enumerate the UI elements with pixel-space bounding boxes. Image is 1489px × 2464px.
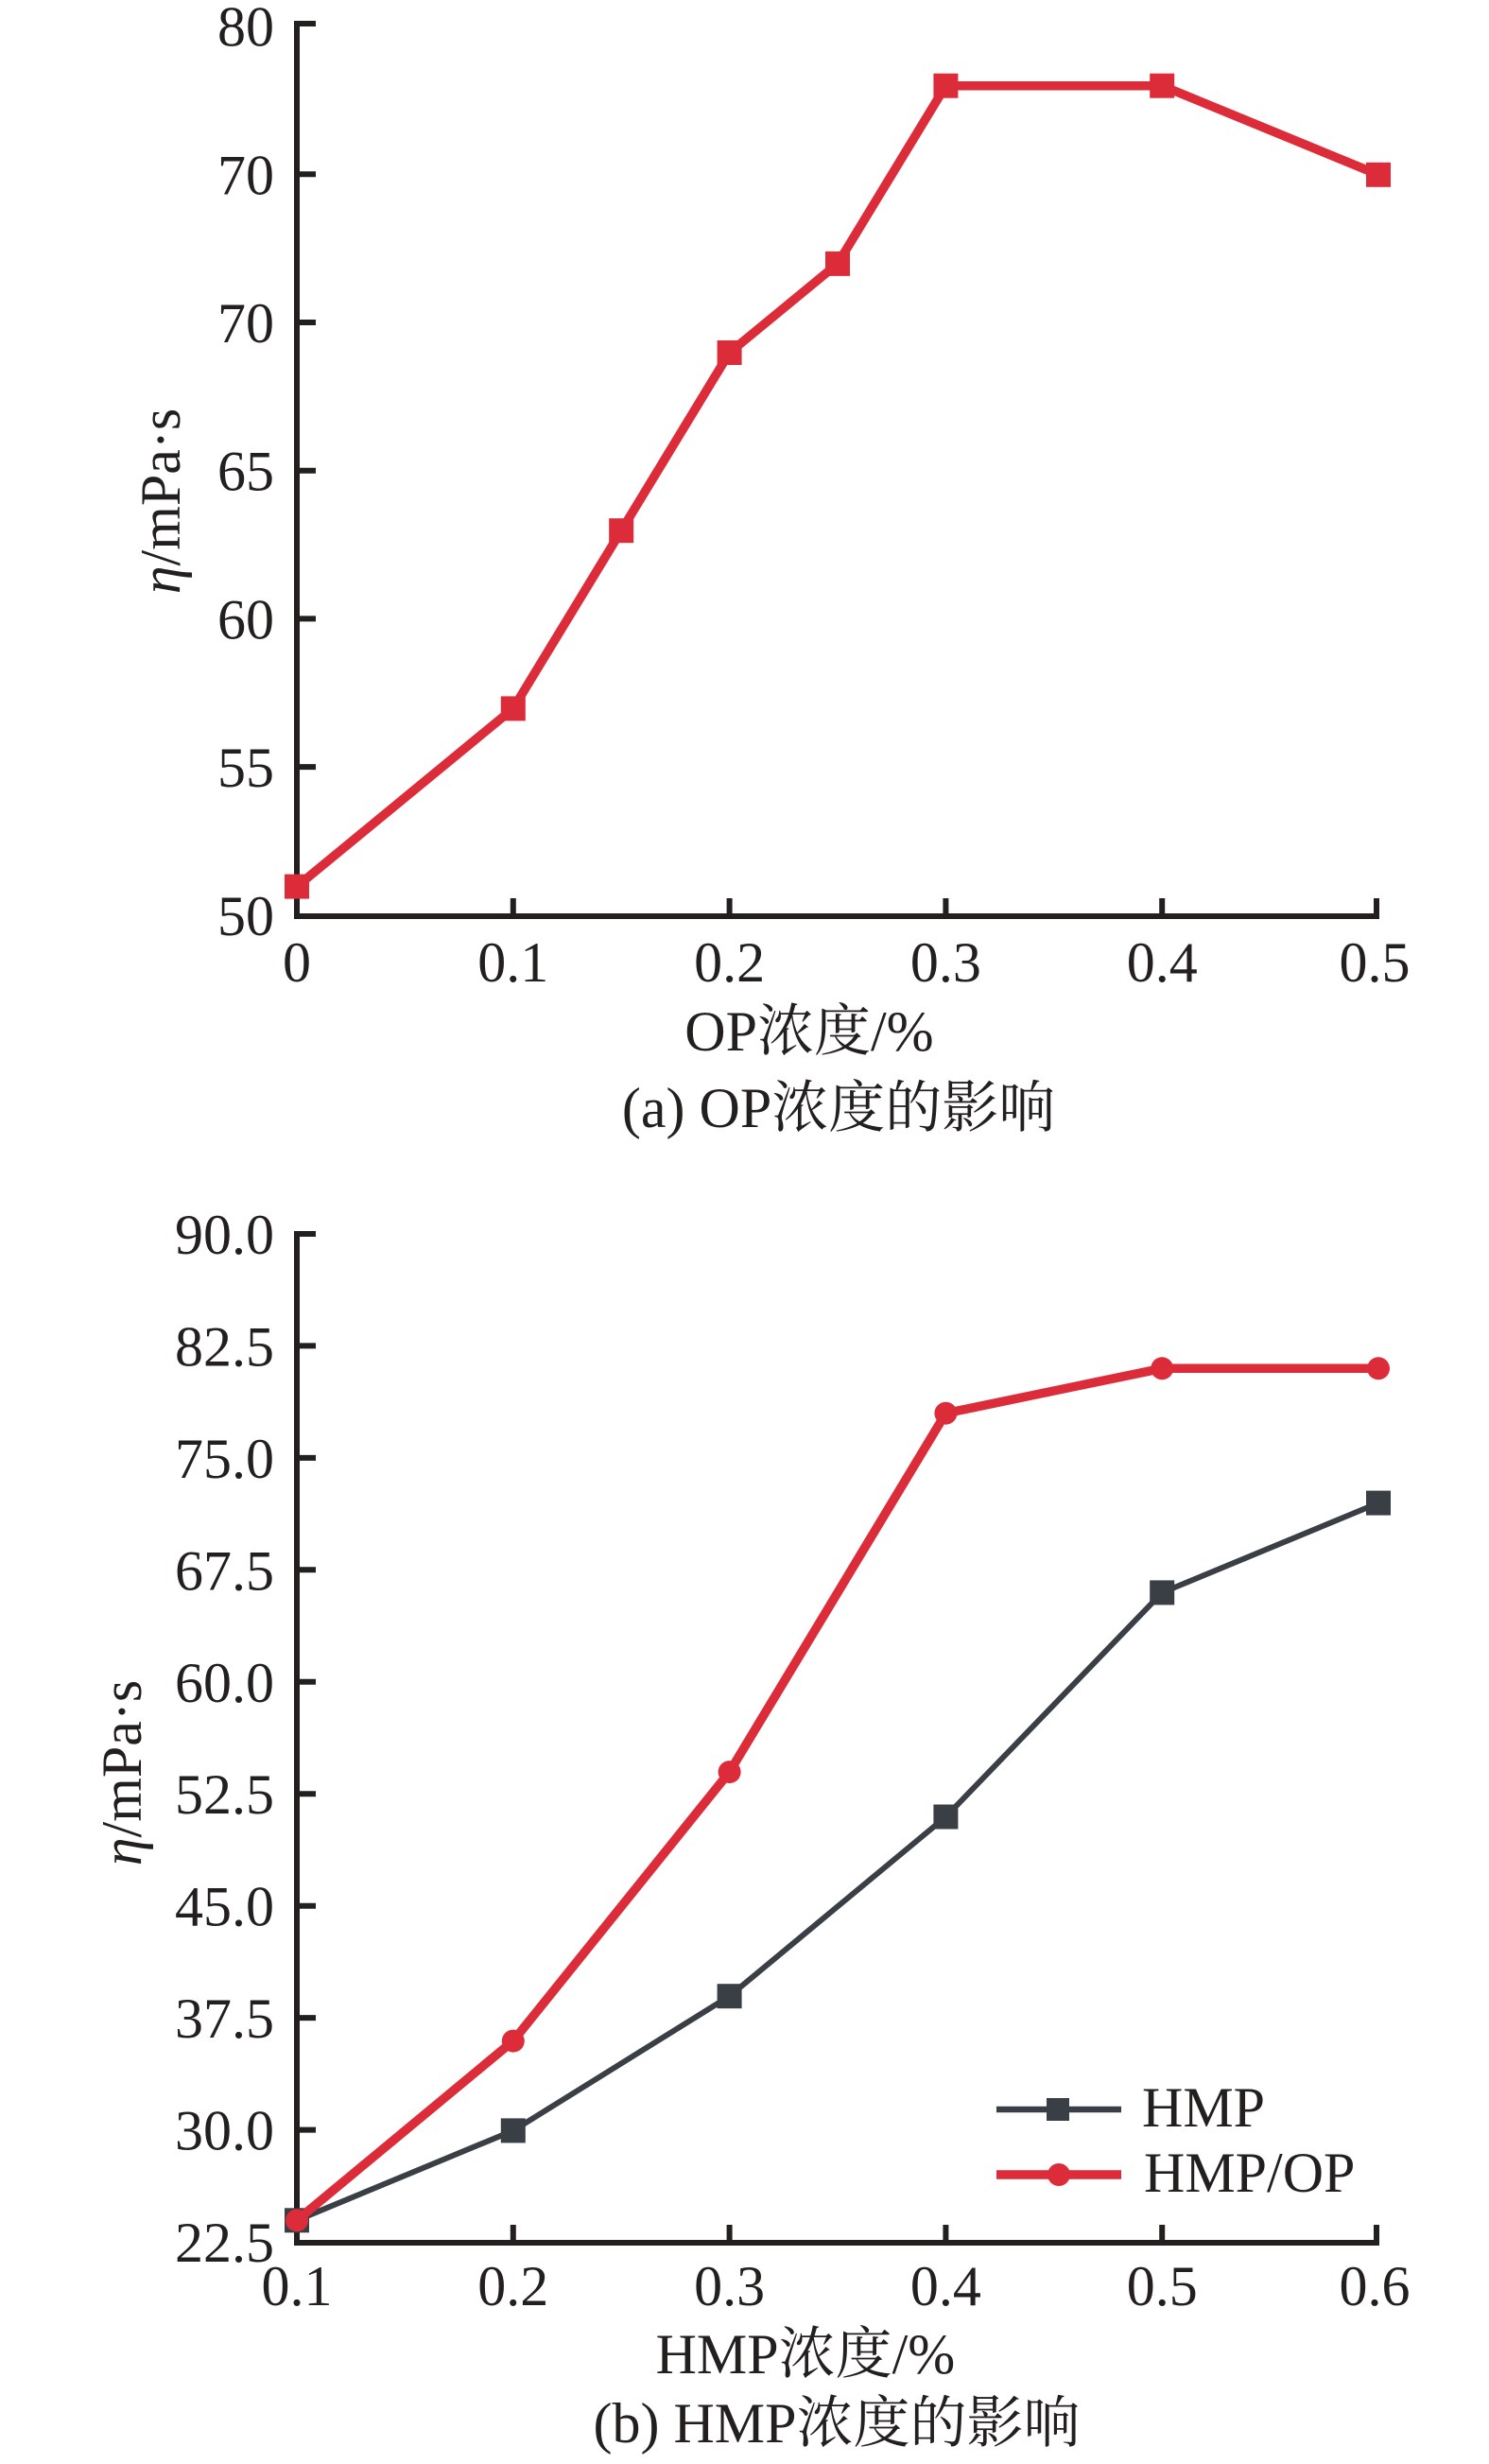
- svg-text:52.5: 52.5: [175, 1763, 274, 1826]
- svg-text:HMP: HMP: [656, 2323, 779, 2386]
- svg-text:0: 0: [283, 931, 311, 994]
- svg-text:82.5: 82.5: [175, 1315, 274, 1378]
- svg-text:55: 55: [217, 737, 274, 799]
- svg-text:η/mPa·s: η/mPa·s: [130, 408, 192, 594]
- svg-text:90.0: 90.0: [175, 1204, 274, 1266]
- svg-text:0.1: 0.1: [262, 2255, 333, 2317]
- svg-text:(a) OP: (a) OP: [622, 1077, 771, 1139]
- svg-text:0.5: 0.5: [1340, 931, 1411, 994]
- svg-text:HMP: HMP: [1142, 2076, 1265, 2139]
- svg-text:/%: /%: [892, 2323, 956, 2386]
- svg-text:OP: OP: [684, 1000, 757, 1063]
- svg-text:0.3: 0.3: [694, 2255, 765, 2317]
- svg-text:50: 50: [217, 885, 274, 947]
- svg-text:/%: /%: [871, 1000, 934, 1063]
- svg-text:(b) HMP: (b) HMP: [594, 2392, 797, 2455]
- svg-text:0.1: 0.1: [477, 931, 548, 994]
- svg-text:70: 70: [217, 144, 274, 206]
- svg-text:70: 70: [217, 292, 274, 355]
- svg-text:60: 60: [217, 588, 274, 651]
- svg-text:0.5: 0.5: [1127, 2255, 1198, 2317]
- svg-text:HMP/OP: HMP/OP: [1144, 2142, 1355, 2204]
- svg-text:80: 80: [217, 0, 274, 59]
- svg-text:0.6: 0.6: [1340, 2255, 1411, 2317]
- svg-text:60.0: 60.0: [175, 1652, 274, 1714]
- svg-text:0.2: 0.2: [694, 931, 765, 994]
- svg-text:0.4: 0.4: [1127, 931, 1198, 994]
- svg-text:0.3: 0.3: [910, 931, 981, 994]
- svg-text:65: 65: [217, 441, 274, 503]
- svg-text:22.5: 22.5: [175, 2212, 274, 2274]
- svg-text:0.2: 0.2: [477, 2255, 548, 2317]
- svg-text:37.5: 37.5: [175, 1987, 274, 2050]
- svg-text:45.0: 45.0: [175, 1876, 274, 1938]
- svg-text:0.4: 0.4: [910, 2255, 981, 2317]
- svg-text:30.0: 30.0: [175, 2100, 274, 2162]
- svg-text:75.0: 75.0: [175, 1428, 274, 1490]
- svg-text:67.5: 67.5: [175, 1539, 274, 1602]
- svg-text:η/mPa·s: η/mPa·s: [91, 1680, 153, 1865]
